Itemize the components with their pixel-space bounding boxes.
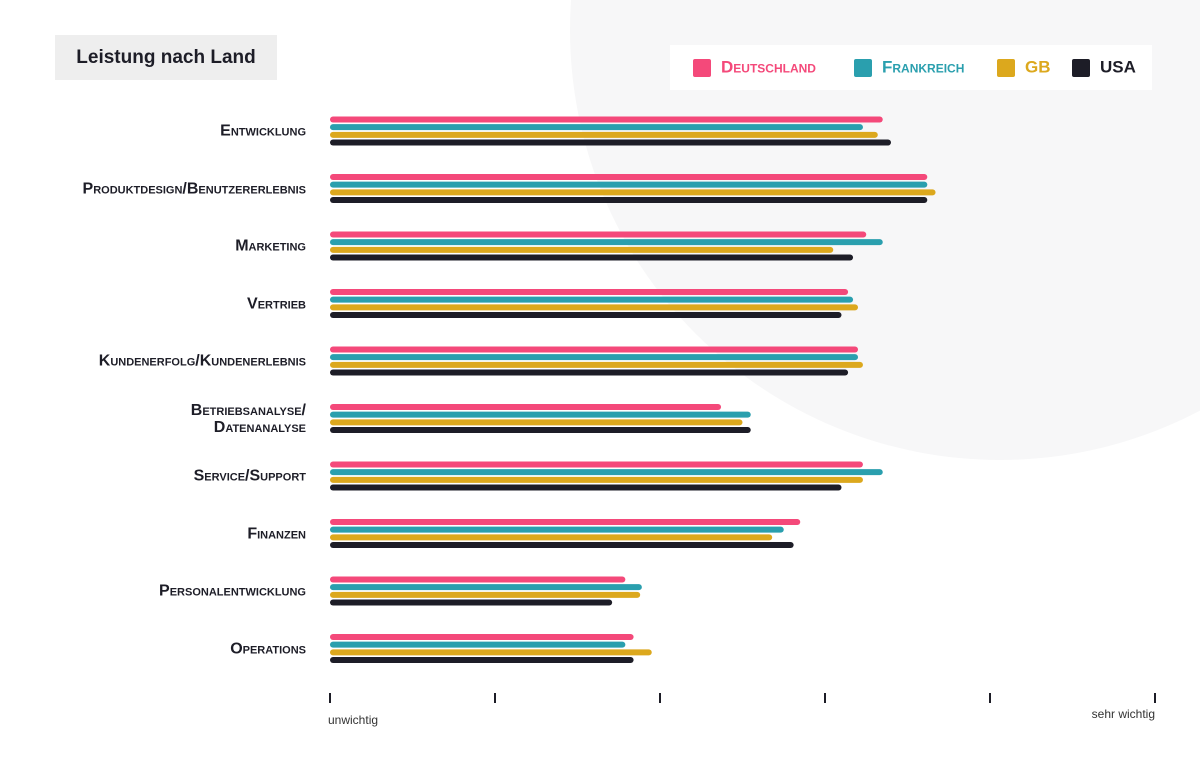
bar xyxy=(330,231,867,238)
legend-label: Frankreich xyxy=(882,57,964,76)
bar xyxy=(330,403,722,410)
bar xyxy=(330,657,634,664)
legend-swatch xyxy=(997,59,1015,77)
bar xyxy=(330,534,773,541)
bar xyxy=(330,591,641,598)
legend-box xyxy=(670,45,1152,90)
bar xyxy=(330,131,878,138)
bar xyxy=(330,576,626,583)
bar xyxy=(330,296,854,303)
bar xyxy=(330,361,863,368)
bar xyxy=(330,139,891,146)
bar xyxy=(330,641,626,648)
legend-label: Deutschland xyxy=(721,57,816,76)
legend-swatch xyxy=(854,59,872,77)
bar xyxy=(330,346,858,353)
bar xyxy=(330,476,863,483)
bar xyxy=(330,649,652,656)
bar xyxy=(330,584,642,591)
bar xyxy=(330,173,928,180)
y-tick-label: Operations xyxy=(230,640,306,657)
y-tick-label: Marketing xyxy=(235,237,306,255)
y-tick-label: Produktdesign/Benutzererlebnis xyxy=(82,180,306,197)
bar xyxy=(330,312,842,319)
bar xyxy=(330,599,613,606)
bar xyxy=(330,288,849,295)
bar xyxy=(330,369,849,376)
bar xyxy=(330,542,794,549)
chart-title: Leistung nach Land xyxy=(76,47,255,68)
bar xyxy=(330,181,928,188)
bar xyxy=(330,197,928,204)
bar xyxy=(330,427,751,434)
bar xyxy=(330,116,883,123)
bar xyxy=(330,518,801,525)
bar xyxy=(330,461,863,468)
bar xyxy=(330,484,842,491)
y-tick-label: Vertrieb xyxy=(247,295,306,312)
bar xyxy=(330,239,883,246)
bar xyxy=(330,304,858,311)
bar xyxy=(330,124,863,131)
legend-label: USA xyxy=(1100,57,1136,76)
x-axis-high-label: sehr wichtig xyxy=(1092,707,1155,721)
legend-swatch xyxy=(693,59,711,77)
y-tick-label: Finanzen xyxy=(247,525,306,542)
bar xyxy=(330,189,936,196)
y-tick-label: Entwicklung xyxy=(220,122,306,140)
y-tick-label: Betriebsanalyse/ Datenanalyse xyxy=(190,401,306,436)
bar xyxy=(330,469,883,476)
background-blob xyxy=(570,0,1200,460)
bar xyxy=(330,254,854,261)
legend-label: GB xyxy=(1025,57,1051,76)
bar xyxy=(330,419,743,426)
legend-swatch xyxy=(1072,59,1090,77)
bar xyxy=(330,526,784,533)
bar xyxy=(330,633,634,640)
x-axis-low-label: unwichtig xyxy=(328,713,378,727)
bar xyxy=(330,411,751,418)
y-tick-label: Personalentwicklung xyxy=(159,582,306,600)
y-tick-label: Service/Support xyxy=(193,467,306,485)
bar xyxy=(330,246,834,253)
title-box xyxy=(55,35,277,80)
bar xyxy=(330,354,858,361)
y-tick-label: Kundenerfolg/Kundenerlebnis xyxy=(98,352,306,370)
